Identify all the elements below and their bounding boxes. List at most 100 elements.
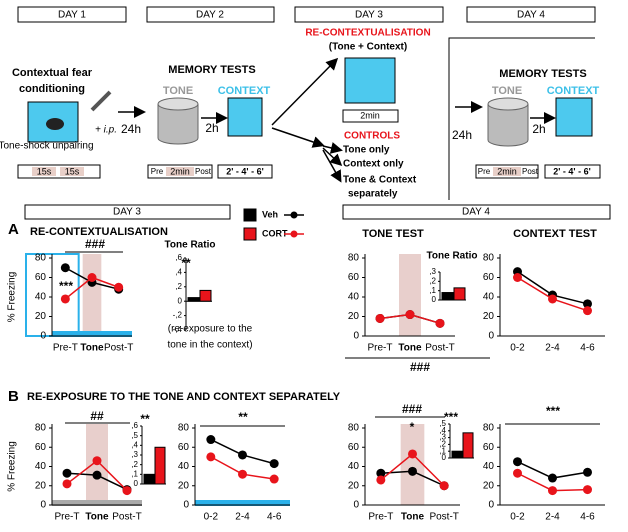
x-tick-label: Pre-T — [368, 343, 393, 354]
test-label: TONE — [163, 85, 193, 97]
y-tick-label: 0 — [353, 500, 359, 511]
y-tick-label: 40 — [483, 461, 495, 472]
legend-swatch — [243, 208, 257, 222]
context-cube — [555, 97, 593, 137]
tone-shade — [400, 424, 425, 505]
legend-label: CORT — [262, 228, 288, 238]
cylinder-top — [487, 97, 529, 111]
y-tick-label: 80 — [483, 423, 495, 434]
bar — [187, 297, 200, 302]
x-tick-label: Post-T — [429, 512, 458, 523]
data-point — [269, 459, 279, 469]
context-cube — [344, 57, 396, 104]
tone-shade — [399, 254, 421, 336]
bar — [154, 446, 166, 485]
control: separately — [348, 189, 398, 200]
x-tick-label: 0-2 — [204, 512, 219, 523]
data-point — [269, 474, 279, 484]
data-point — [92, 470, 102, 480]
y-tick-label: 0 — [432, 295, 437, 304]
significance: ### — [402, 402, 422, 416]
y-tick-label: ,2 — [175, 282, 182, 291]
significance: ### — [410, 360, 430, 374]
x-tick-label: 4-6 — [580, 343, 595, 354]
data-point — [548, 486, 557, 496]
y-axis-label: % Freezing — [7, 272, 18, 323]
data-point — [114, 282, 124, 292]
y-tick-label: 40 — [348, 292, 360, 303]
x-tick-label: Post-T — [425, 343, 454, 354]
day-label: DAY 4 — [462, 207, 490, 218]
x-tick-label: Pre-T — [55, 512, 80, 523]
chart-title: RE-CONTEXTUALISATION — [30, 226, 168, 238]
step-title: MEMORY TESTS — [499, 68, 586, 80]
y-tick-label: 0 — [488, 331, 494, 342]
arrow — [271, 127, 325, 148]
day-label: DAY 3 — [355, 10, 383, 21]
chart-title: CONTEXT TEST — [513, 228, 597, 240]
y-tick-label: ,4 — [131, 440, 138, 449]
chart-title: Tone Ratio — [165, 240, 216, 251]
control: Tone & Context — [343, 175, 417, 186]
y-tick-label: 80 — [483, 253, 495, 264]
y-tick-label: 40 — [178, 461, 190, 472]
x-tick-label: 4-6 — [267, 512, 282, 523]
data-point — [122, 486, 132, 496]
legend-marker — [290, 211, 298, 219]
test-label: CONTEXT — [547, 85, 600, 97]
panel-title: RE-EXPOSURE TO THE TONE AND CONTEXT SEPA… — [27, 391, 341, 403]
phase: Post — [522, 167, 539, 176]
day-box — [24, 204, 231, 220]
data-point — [583, 467, 592, 477]
y-tick-label: 0 — [134, 479, 139, 488]
step-title: conditioning — [19, 83, 85, 95]
day-box — [342, 204, 611, 220]
y-tick-label: 20 — [483, 311, 495, 322]
y-tick-label: -,4 — [173, 325, 183, 334]
data-point — [435, 318, 445, 328]
timeline-box — [17, 164, 101, 179]
data-point — [583, 306, 592, 316]
y-tick-label: ,1 — [131, 469, 138, 478]
legend-swatch — [243, 227, 257, 241]
y-tick-label: 0 — [40, 331, 46, 342]
day-label: DAY 1 — [58, 10, 86, 21]
context-bar — [52, 331, 132, 337]
day-box — [17, 6, 127, 23]
x-tick-label: Post-T — [112, 512, 141, 523]
y-tick-label: ,3 — [439, 433, 446, 442]
y-tick-label: ,4 — [439, 426, 446, 435]
x-tick-label: Pre-T — [53, 343, 78, 354]
note: tone in the context) — [167, 340, 252, 351]
x-tick-label: 2-4 — [545, 343, 560, 354]
tone-shade — [82, 254, 102, 336]
day-label: DAY 4 — [517, 10, 545, 21]
control: Context only — [343, 159, 404, 170]
y-tick-label: 60 — [483, 272, 495, 283]
bar — [441, 292, 454, 301]
y-tick-label: 40 — [35, 461, 47, 472]
y-tick-label: ,3 — [429, 267, 436, 276]
phase: Post — [195, 167, 212, 176]
tone-block — [166, 167, 194, 176]
data-point — [583, 485, 592, 495]
x-tick-label: Tone — [85, 512, 109, 523]
x-tick-label: 4-6 — [580, 512, 595, 523]
y-tick-label: 80 — [348, 423, 360, 434]
x-tick-label: 2-4 — [235, 512, 250, 523]
cylinder — [157, 104, 199, 145]
significance: ** — [181, 256, 191, 270]
significance: *** — [444, 410, 458, 424]
y-tick-label: ,5 — [131, 431, 138, 440]
data-point — [513, 273, 522, 282]
y-tick-label: ,5 — [439, 419, 446, 428]
step-title: MEMORY TESTS — [168, 64, 255, 76]
x-tick-label: 2-4 — [545, 512, 560, 523]
data-point — [376, 468, 386, 478]
x-tick-label: Tone — [398, 343, 422, 354]
y-tick-label: 60 — [348, 272, 360, 283]
cylinder-top — [157, 97, 199, 111]
bar — [451, 450, 463, 459]
step-title: Contextual fear — [12, 67, 93, 79]
